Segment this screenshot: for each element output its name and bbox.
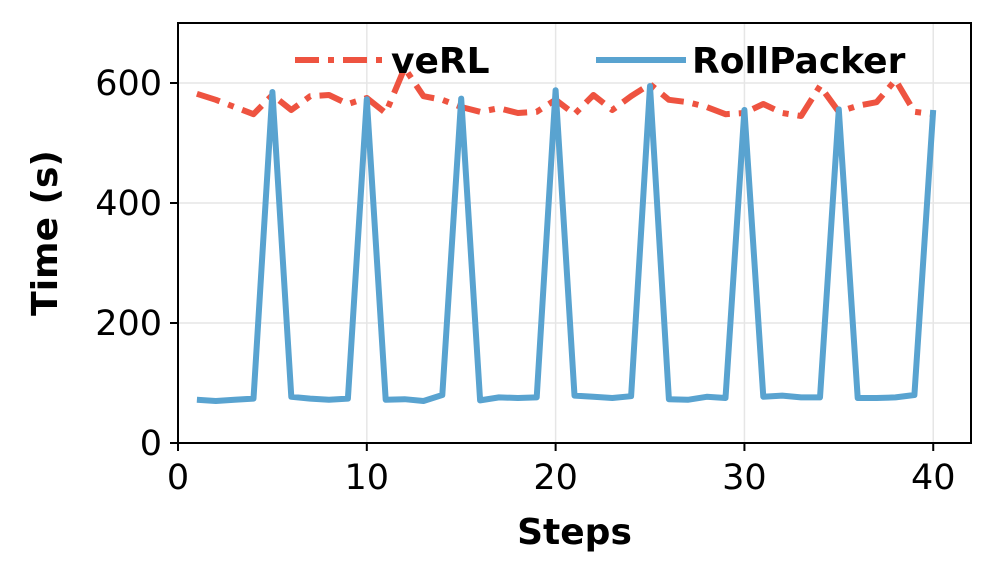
y-tick-label: 200	[95, 304, 162, 344]
y-tick-label: 600	[95, 64, 162, 104]
legend-label-1: veRL	[391, 41, 490, 82]
x-tick-label: 30	[722, 458, 767, 498]
x-tick-label: 20	[533, 458, 578, 498]
y-tick-label: 0	[140, 424, 162, 464]
legend: veRL RollPacker	[295, 41, 906, 82]
series-line-2	[196, 83, 937, 404]
x-axis-label: Steps	[517, 512, 632, 553]
y-axis-label: Time (s)	[25, 150, 66, 316]
plot-frame	[177, 22, 972, 444]
y-tick-label: 400	[95, 184, 162, 224]
series-layer	[195, 65, 937, 404]
x-tick-label: 40	[911, 458, 956, 498]
x-tick-label: 10	[345, 458, 390, 498]
legend-label-2: RollPacker	[692, 41, 906, 82]
series-line-1	[195, 65, 934, 119]
x-tick-label: 0	[167, 458, 189, 498]
